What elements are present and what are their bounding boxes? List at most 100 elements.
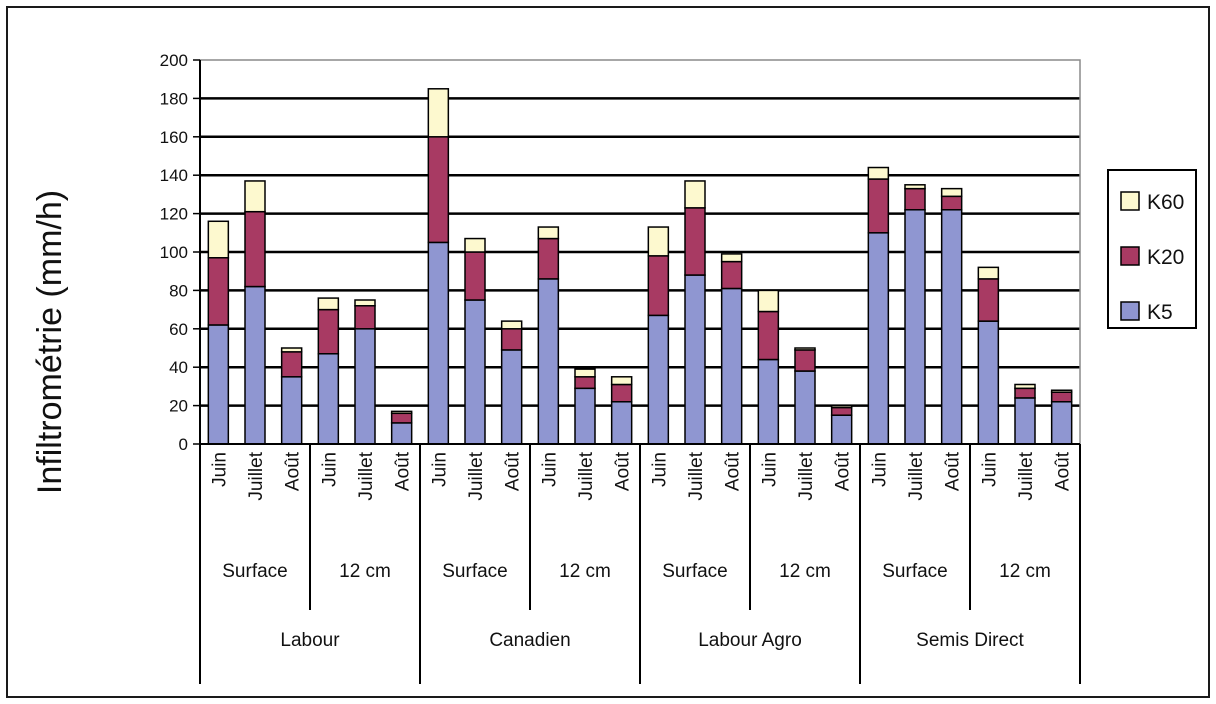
bar-k60 <box>354 299 376 307</box>
bar-k60 <box>464 237 486 253</box>
bar-k20 <box>940 195 963 211</box>
bar-k5 <box>1014 397 1036 445</box>
bar-k20 <box>1050 391 1073 403</box>
y-tick-label: 140 <box>160 166 188 185</box>
bar-k5 <box>207 324 230 445</box>
bar-k5 <box>867 232 890 445</box>
bar-k60 <box>977 266 1000 280</box>
month-label: Juin <box>979 452 1000 487</box>
bar-k60 <box>537 226 560 240</box>
bar-k5 <box>977 320 1000 445</box>
group-label: Semis Direct <box>916 630 1024 651</box>
y-tick-label: 200 <box>160 51 188 70</box>
group-label: Labour <box>280 630 340 651</box>
axes <box>193 59 1081 684</box>
bar-k20 <box>867 178 890 234</box>
legend-swatch-k20 <box>1120 246 1140 266</box>
bar-k5 <box>757 358 780 445</box>
bar-k20 <box>794 349 816 372</box>
month-label: Juillet <box>906 451 927 500</box>
month-label: Juin <box>209 452 230 487</box>
bar-k60 <box>1014 383 1036 390</box>
bar-k60 <box>427 88 450 138</box>
month-label: Juin <box>759 452 780 487</box>
month-label: Juin <box>649 452 670 487</box>
y-tick-label: 180 <box>160 89 188 108</box>
bar-k20 <box>500 328 523 351</box>
bar-k5 <box>1050 401 1073 445</box>
bar-k20 <box>610 383 633 403</box>
bar-k20 <box>354 305 376 330</box>
y-tick-label: 60 <box>169 320 188 339</box>
bar-k20 <box>684 207 706 276</box>
month-label: Juillet <box>576 451 597 500</box>
depth-label: Surface <box>442 561 507 582</box>
bar-k20 <box>317 308 340 355</box>
legend-label: K20 <box>1147 246 1184 269</box>
bar-k5 <box>280 376 303 445</box>
bar-k5 <box>574 387 596 445</box>
bar-k60 <box>940 187 963 198</box>
bar-k5 <box>940 209 963 445</box>
month-label: Juin <box>539 452 560 487</box>
legend-label: K5 <box>1147 301 1173 324</box>
month-label: Août <box>1053 451 1074 491</box>
depth-label: 12 cm <box>999 561 1051 582</box>
bar-k60 <box>244 180 266 213</box>
bar-k20 <box>904 187 926 211</box>
y-axis-title: Infiltrométrie (mm/h) <box>31 190 69 494</box>
y-tick-label: 40 <box>169 358 188 377</box>
y-tick-label: 0 <box>179 435 188 454</box>
axis-labels: 0 20 40 60 80 100 120 140 160 180 200 Juin Juillet Ao… <box>160 51 1074 651</box>
bar-k5 <box>390 422 413 445</box>
legend-swatch-k60 <box>1120 191 1140 211</box>
y-tick-label: 100 <box>160 243 188 262</box>
bar-k5 <box>244 285 266 445</box>
month-label: Juillet <box>246 451 267 500</box>
bar-k5 <box>610 401 633 445</box>
depth-label: 12 cm <box>779 561 831 582</box>
month-label: Juin <box>429 452 450 487</box>
bar-k5 <box>354 328 376 445</box>
y-tick-label: 80 <box>169 281 188 300</box>
month-label: Juillet <box>796 451 817 500</box>
month-label: Août <box>943 451 964 491</box>
depth-label: Surface <box>662 561 727 582</box>
y-tick-label: 120 <box>160 205 188 224</box>
bar-k20 <box>207 257 230 326</box>
bar-k60 <box>390 410 413 415</box>
bar-k60 <box>207 220 230 259</box>
month-label: Août <box>833 451 854 491</box>
depth-label: 12 cm <box>339 561 391 582</box>
month-label: Août <box>723 451 744 491</box>
bar-k5 <box>317 353 340 445</box>
bar-k5 <box>537 278 560 445</box>
bar-k5 <box>684 274 706 445</box>
bar-k5 <box>427 241 450 445</box>
group-label: Labour Agro <box>698 630 802 651</box>
bar-k20 <box>537 237 560 280</box>
month-label: Août <box>613 451 634 491</box>
bar-k20 <box>977 278 1000 322</box>
bar-k20 <box>464 251 486 301</box>
bar-k60 <box>500 320 523 330</box>
bar-k5 <box>720 287 743 445</box>
bar-k20 <box>757 310 780 361</box>
bar-k5 <box>464 299 486 445</box>
bar-k60 <box>720 253 743 263</box>
bar-k60 <box>610 376 633 386</box>
bar-k20 <box>390 412 413 424</box>
bar-k60 <box>684 180 706 209</box>
legend-swatch-k5 <box>1120 301 1140 321</box>
bar-k60 <box>280 347 303 353</box>
bar-k60 <box>647 226 670 257</box>
bar-k5 <box>500 349 523 445</box>
bar-k60 <box>1050 389 1073 393</box>
bar-k20 <box>574 376 596 390</box>
month-label: Juin <box>319 452 340 487</box>
month-label: Août <box>503 451 524 491</box>
y-tick-label: 160 <box>160 128 188 147</box>
bar-k20 <box>280 351 303 378</box>
bar-k60 <box>867 166 890 180</box>
